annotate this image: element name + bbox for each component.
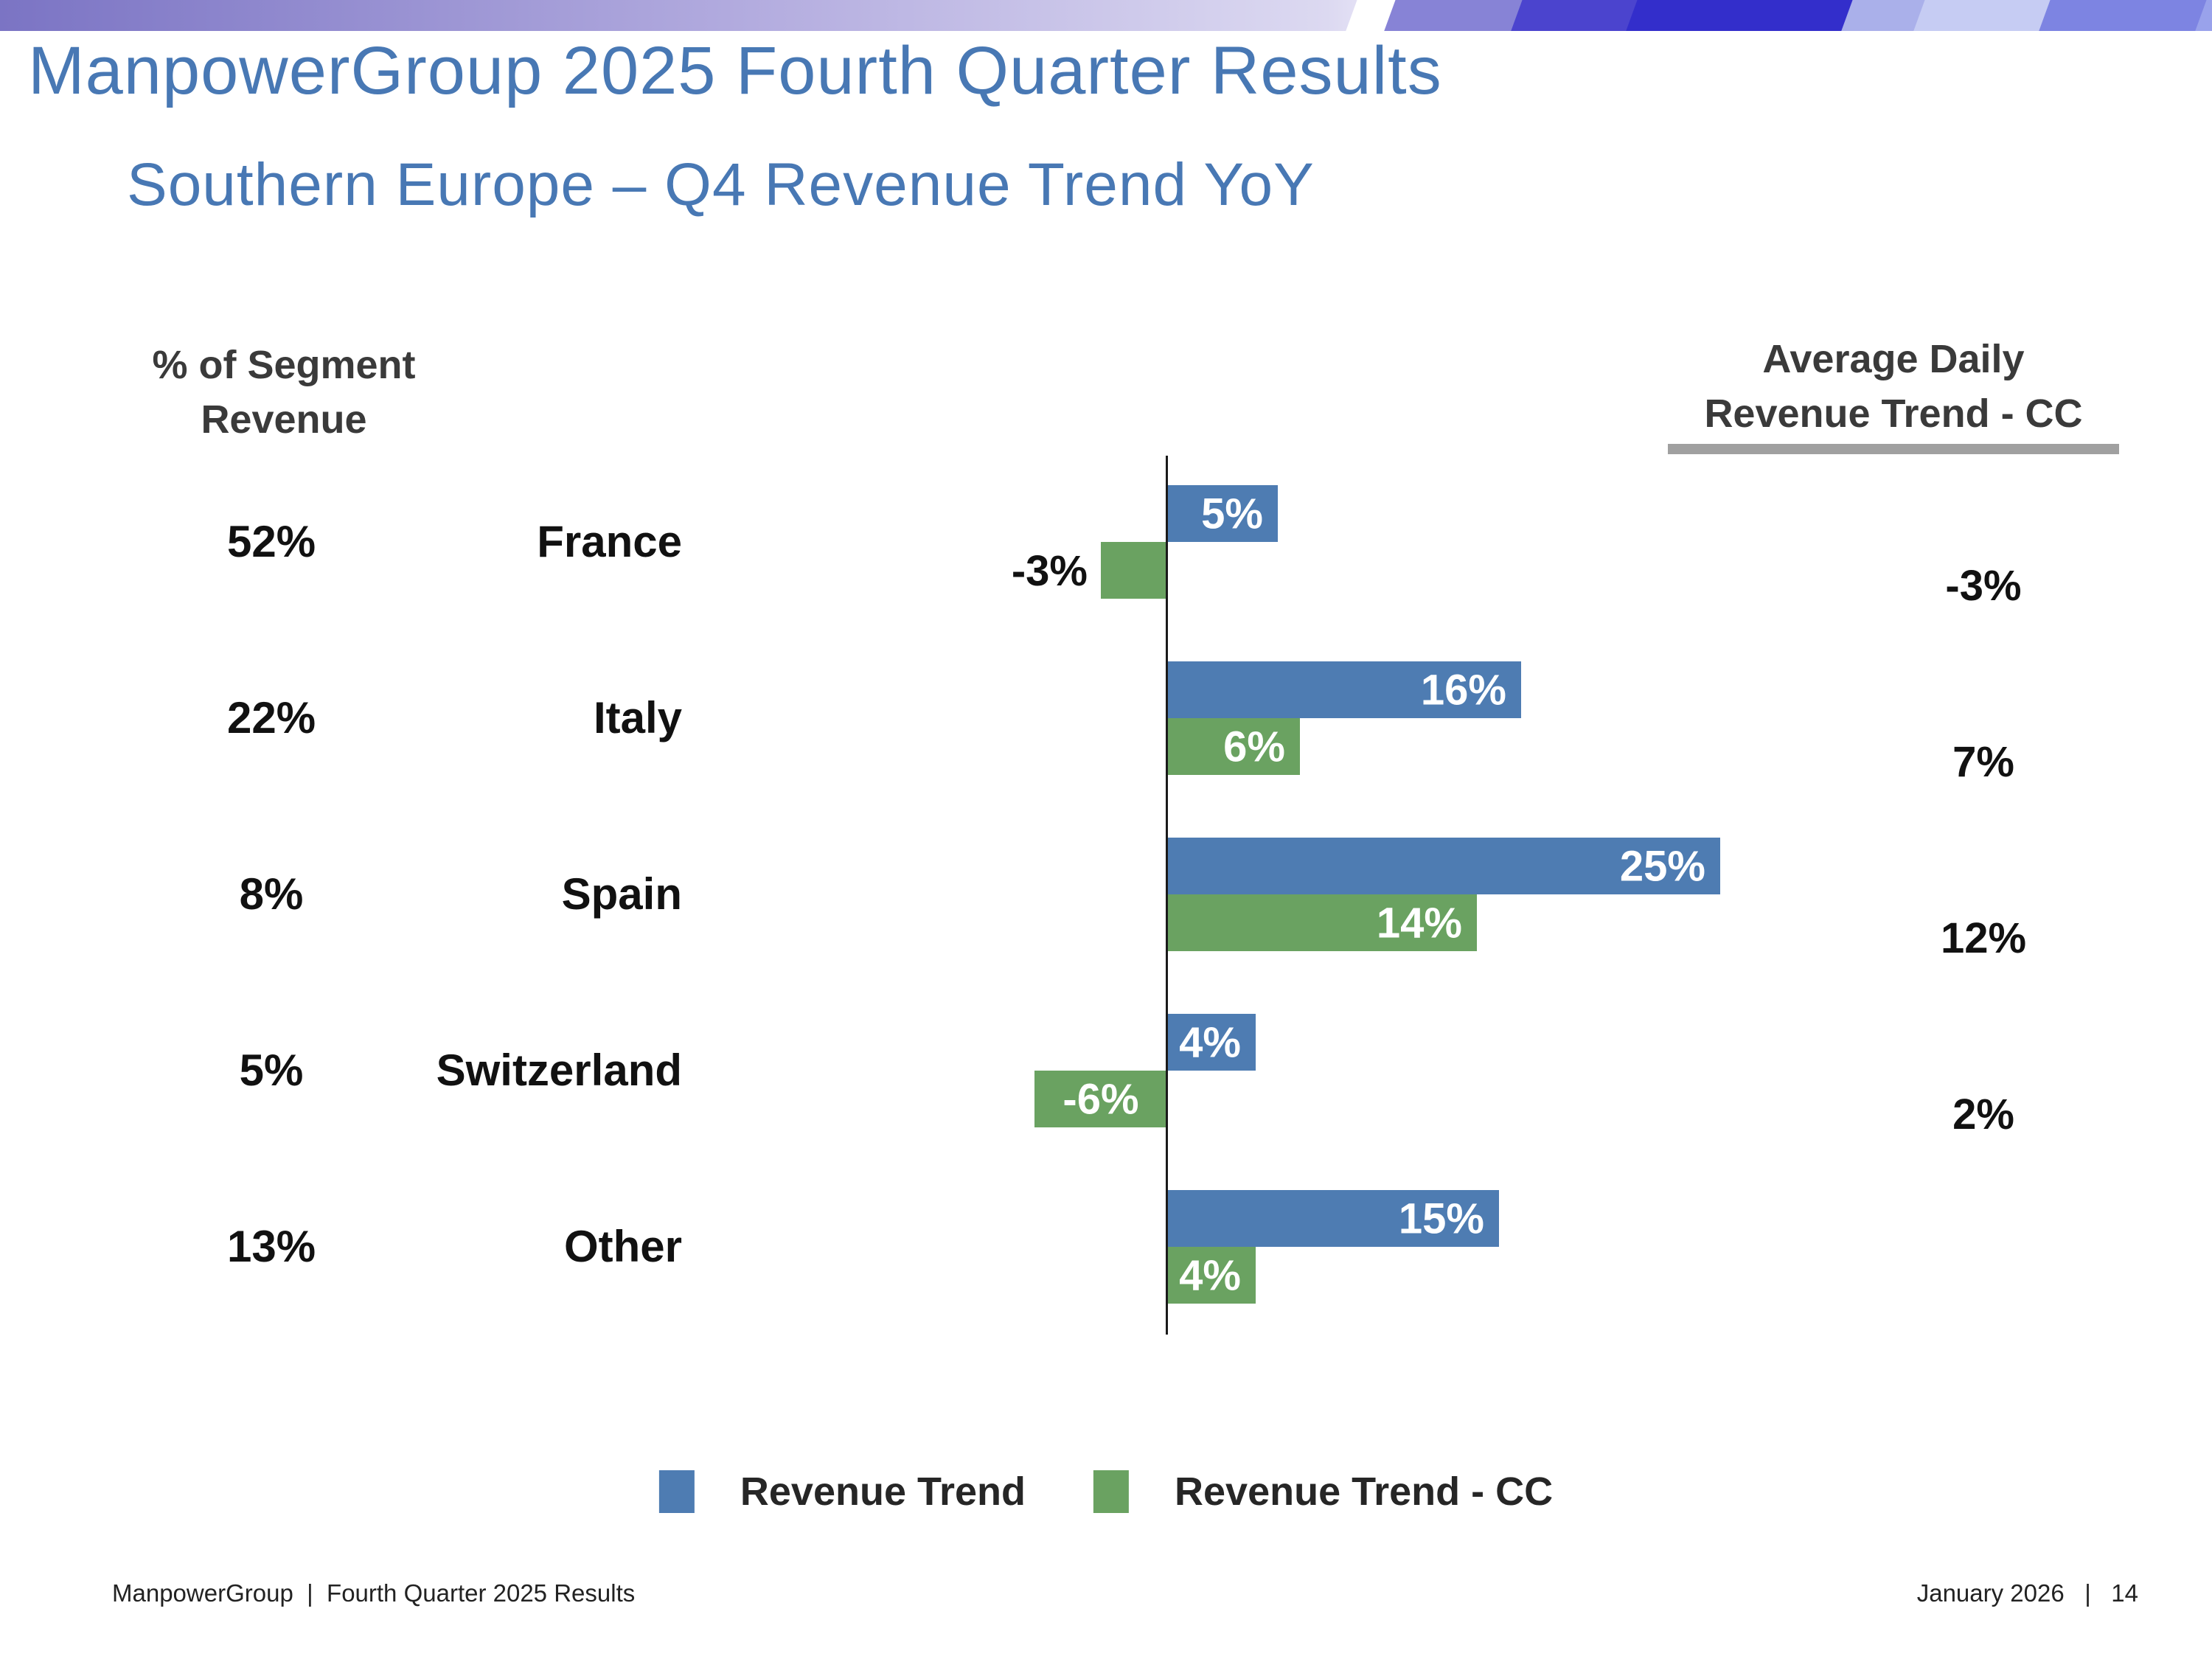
bar-value-label: 4%: [1179, 1018, 1241, 1066]
row-country-label: Italy: [593, 693, 682, 742]
row-country-label: Switzerland: [436, 1046, 682, 1095]
bar-value-label: 14%: [1376, 899, 1462, 947]
avg-daily-revenue-header: Average Daily Revenue Trend - CC: [1658, 332, 2129, 441]
adr-value: 12%: [1940, 914, 2027, 962]
row-country-label: Other: [563, 1222, 682, 1271]
row-share-label: 8%: [239, 869, 304, 919]
row-share-label: 13%: [226, 1222, 316, 1271]
bar-revenue-trend: 16%: [1167, 661, 1521, 718]
bar-revenue-trend: 5%: [1167, 485, 1278, 542]
legend-swatch-revenue-trend-cc: [1093, 1470, 1130, 1513]
bar-revenue-trend-cc: -6%: [1034, 1071, 1167, 1127]
footer-left: ManpowerGroup | Fourth Quarter 2025 Resu…: [112, 1579, 636, 1607]
avg-daily-revenue-header-line1: Average Daily: [1762, 337, 2025, 381]
avg-daily-revenue-header-line2: Revenue Trend - CC: [1704, 392, 2083, 436]
row-country-label: France: [537, 517, 682, 566]
bar-revenue-trend-cc: 14%: [1167, 894, 1477, 951]
avg-daily-revenue-header-underline: [1668, 444, 2119, 454]
row-country-label: Spain: [561, 869, 682, 919]
row-share-label: 22%: [226, 693, 316, 742]
legend-item-revenue-trend-cc: Revenue Trend - CC: [1093, 1469, 1553, 1514]
legend-item-revenue-trend: Revenue Trend: [658, 1469, 1026, 1514]
adr-value: 2%: [1952, 1091, 2014, 1138]
top-banner: [0, 0, 2212, 31]
bar-value-label: 25%: [1619, 842, 1705, 890]
bar-value-label: 15%: [1398, 1194, 1484, 1242]
row-share-label: 5%: [239, 1046, 304, 1095]
row-share-label: 52%: [226, 517, 316, 566]
legend-label-revenue-trend-cc: Revenue Trend - CC: [1175, 1470, 1554, 1514]
segment-revenue-header-line2: Revenue: [201, 397, 367, 442]
legend: Revenue Trend Revenue Trend - CC: [658, 1469, 1553, 1514]
page-subtitle: Southern Europe – Q4 Revenue Trend YoY: [127, 151, 1315, 218]
bar-revenue-trend-cc: [1101, 542, 1167, 599]
axis-line: [1166, 456, 1168, 1335]
segment-revenue-header: % of Segment Revenue: [96, 338, 472, 447]
bar-revenue-trend: 4%: [1167, 1014, 1256, 1071]
legend-label-revenue-trend: Revenue Trend: [740, 1470, 1026, 1514]
bar-value-label-outside: -3%: [1011, 547, 1088, 595]
bar-value-label: 16%: [1420, 666, 1506, 714]
bar-revenue-trend-cc: 6%: [1167, 718, 1300, 775]
adr-value: -3%: [1945, 562, 2022, 610]
footer-right: January 2026 | 14: [1916, 1579, 2138, 1607]
bar-value-label: -6%: [1062, 1075, 1139, 1123]
bar-revenue-trend-cc: 4%: [1167, 1247, 1256, 1304]
bar-value-label: 6%: [1223, 723, 1285, 771]
segment-revenue-header-line1: % of Segment: [152, 343, 416, 387]
bar-value-label: 5%: [1201, 490, 1263, 538]
adr-value: 7%: [1952, 738, 2014, 786]
bar-revenue-trend: 15%: [1167, 1190, 1499, 1247]
legend-swatch-revenue-trend: [658, 1470, 695, 1513]
bar-revenue-trend: 25%: [1167, 838, 1720, 894]
bar-value-label: 4%: [1179, 1251, 1241, 1299]
page-title: ManpowerGroup 2025 Fourth Quarter Result…: [28, 33, 1442, 108]
